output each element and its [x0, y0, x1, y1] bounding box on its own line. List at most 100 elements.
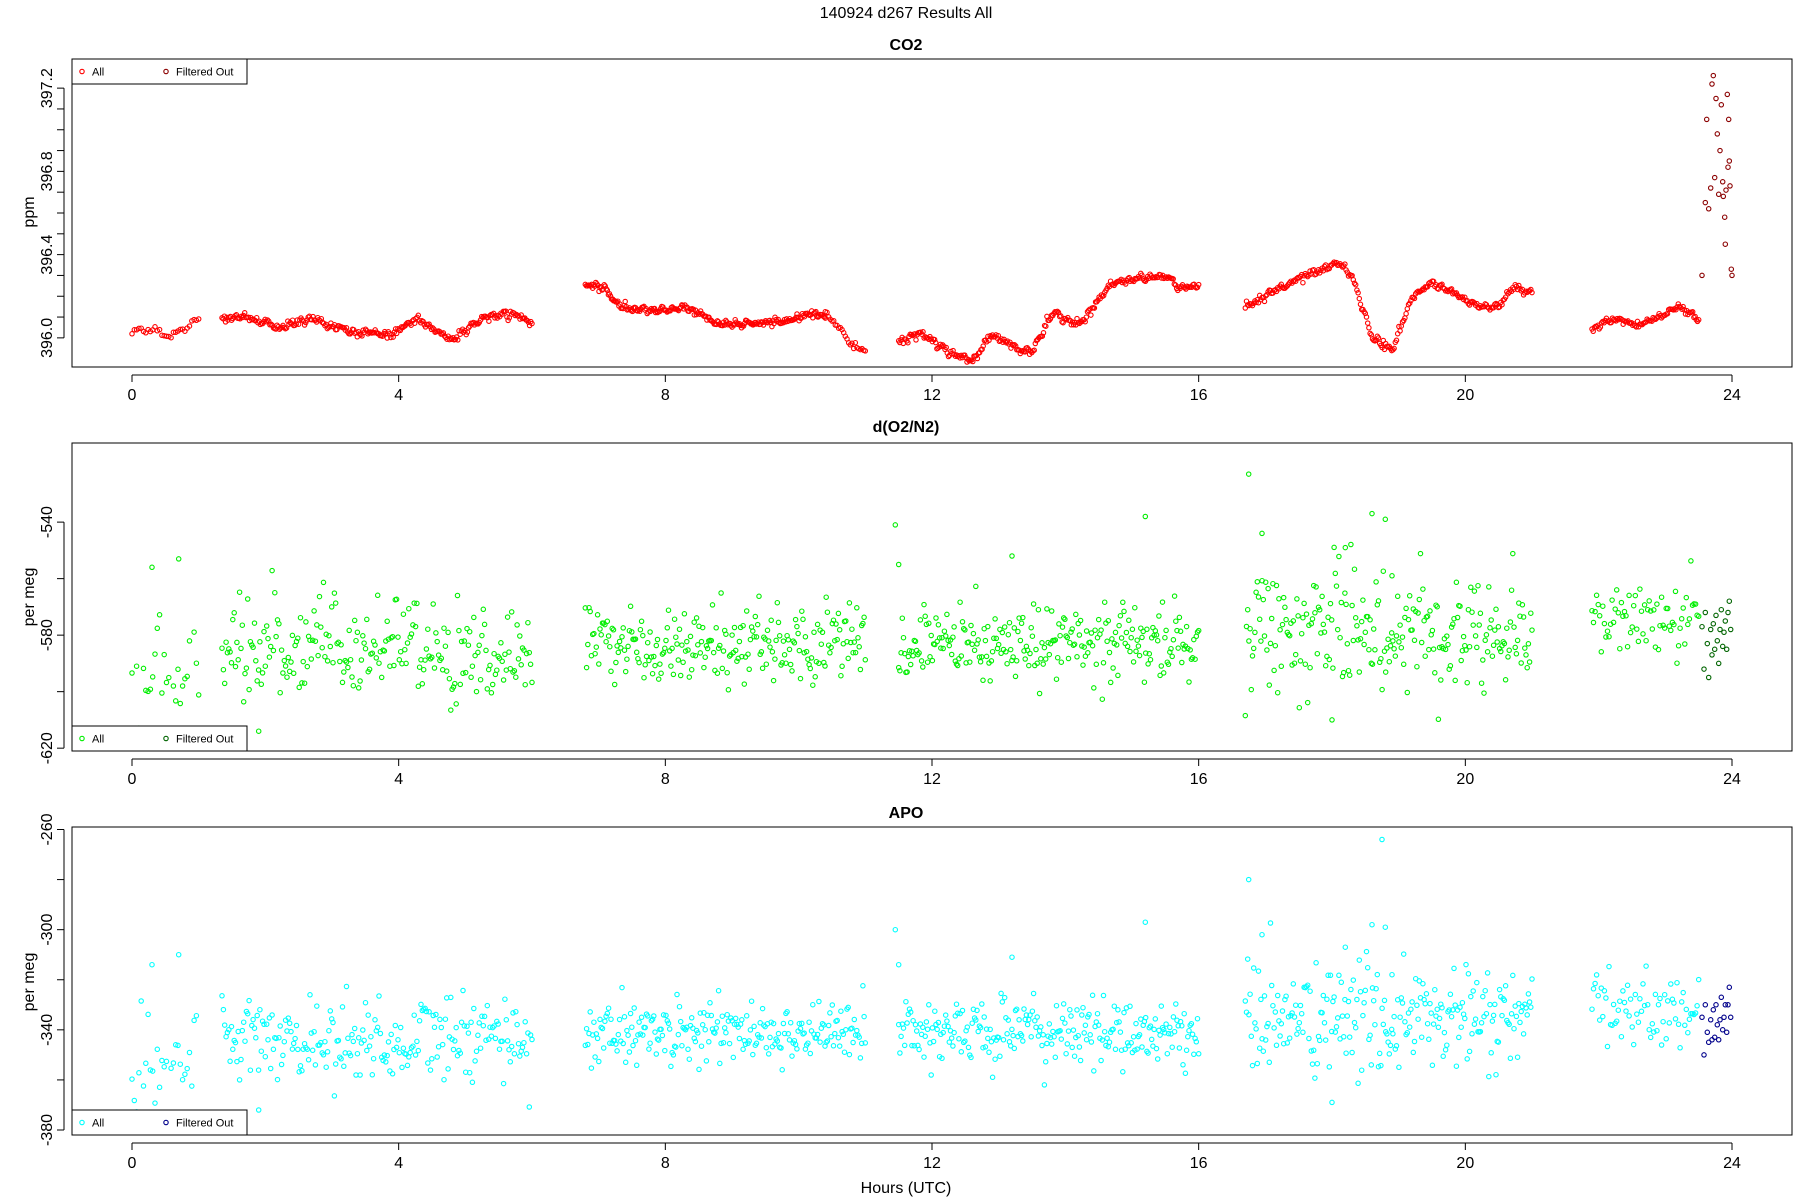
data-point: [510, 669, 516, 675]
data-point: [688, 666, 695, 673]
data-point: [1660, 1018, 1666, 1025]
data-point: [1046, 651, 1053, 658]
data-point: [486, 318, 492, 324]
filtered-point: [1727, 183, 1733, 189]
data-point: [184, 673, 190, 680]
data-point: [1296, 704, 1303, 711]
data-point: [1406, 593, 1413, 599]
data-point: [1379, 686, 1385, 693]
data-point: [163, 1058, 170, 1065]
data-point: [481, 1013, 488, 1020]
data-point: [808, 655, 815, 661]
data-point: [307, 992, 313, 998]
data-point: [266, 654, 273, 660]
data-point: [746, 1038, 752, 1044]
data-point: [278, 647, 285, 653]
data-point: [193, 660, 200, 666]
data-point: [1476, 622, 1482, 628]
data-point: [1042, 1059, 1049, 1065]
data-point: [759, 1005, 766, 1012]
data-point: [1183, 1047, 1190, 1054]
data-point: [296, 1069, 302, 1075]
data-point: [262, 663, 269, 669]
data-point: [527, 661, 534, 668]
data-point: [374, 592, 381, 599]
data-point: [1094, 1010, 1101, 1017]
data-point: [913, 337, 919, 343]
data-point: [1404, 1030, 1411, 1036]
data-point: [477, 1045, 484, 1051]
data-point: [1098, 292, 1105, 298]
data-point: [423, 1008, 430, 1015]
data-point: [630, 1042, 636, 1049]
data-point: [297, 1063, 304, 1069]
data-point: [314, 622, 320, 628]
data-point: [1354, 623, 1360, 629]
data-point: [1139, 1044, 1145, 1050]
data-point: [1352, 1024, 1359, 1031]
data-point: [175, 666, 181, 673]
data-point: [515, 656, 522, 662]
data-point: [1139, 634, 1145, 641]
data-point: [1333, 583, 1340, 589]
data-point: [1397, 328, 1403, 334]
data-point: [170, 683, 177, 689]
data-point: [1039, 640, 1045, 646]
data-point: [1195, 1051, 1202, 1057]
data-point: [362, 999, 369, 1006]
data-point: [850, 649, 856, 656]
legend-marker: [79, 735, 85, 742]
data-point: [662, 645, 668, 652]
data-point: [303, 619, 309, 625]
data-point: [1360, 1012, 1366, 1019]
data-point: [1262, 1037, 1269, 1043]
data-point: [1271, 667, 1277, 674]
data-point: [1404, 689, 1411, 696]
filtered-point: [1719, 1027, 1726, 1033]
data-point: [624, 1027, 630, 1034]
data-point: [1674, 979, 1680, 986]
data-point: [462, 669, 469, 676]
data-point: [1513, 651, 1520, 657]
data-point: [1478, 680, 1485, 686]
data-point: [921, 1054, 927, 1060]
data-point: [970, 358, 976, 365]
data-point: [1175, 1023, 1181, 1029]
data-point: [1510, 972, 1516, 979]
data-point: [1346, 672, 1353, 678]
x-tick-label: 24: [1723, 771, 1741, 788]
data-point: [514, 1021, 520, 1028]
data-point: [593, 644, 600, 650]
data-point: [259, 1018, 266, 1024]
data-point: [655, 1037, 662, 1043]
data-point: [989, 1074, 996, 1081]
data-point: [1189, 1031, 1196, 1038]
data-point: [999, 999, 1006, 1005]
data-point: [1388, 1026, 1395, 1033]
data-point: [723, 1029, 729, 1036]
filtered-point: [1714, 131, 1721, 137]
data-point: [949, 350, 955, 357]
data-point: [1471, 1021, 1478, 1027]
data-point: [1458, 657, 1464, 664]
data-point: [1370, 997, 1377, 1004]
data-point: [138, 998, 144, 1004]
data-point: [1064, 634, 1071, 641]
data-point: [970, 630, 977, 637]
data-point: [1101, 599, 1108, 605]
data-point: [849, 340, 855, 347]
data-point: [371, 330, 377, 336]
data-point: [240, 1019, 247, 1025]
data-point: [370, 1055, 377, 1062]
data-point: [1481, 1013, 1487, 1020]
data-point: [1516, 282, 1522, 289]
data-point: [276, 621, 282, 627]
data-point: [1171, 1028, 1178, 1035]
data-point: [675, 657, 682, 663]
data-point: [822, 315, 829, 321]
data-point: [1477, 610, 1484, 617]
data-point: [1032, 340, 1039, 347]
data-point: [414, 600, 420, 607]
data-point: [277, 689, 283, 696]
